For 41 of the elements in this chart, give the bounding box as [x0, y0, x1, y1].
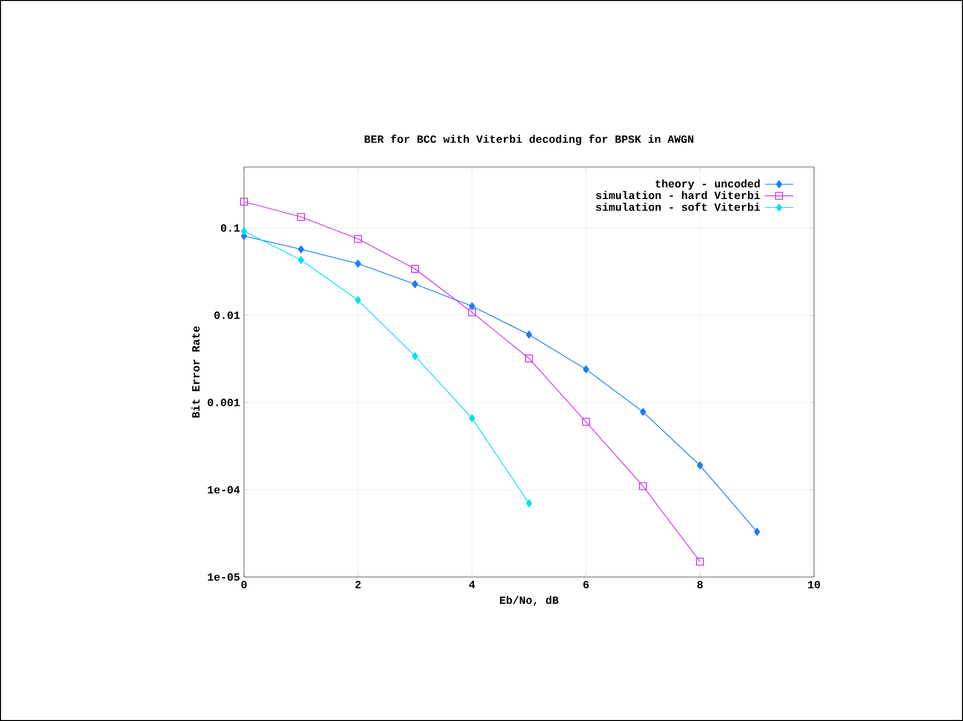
- point: [582, 365, 590, 374]
- chart-title: BER for BCC with Viterbi decoding for BPSK in AWGN: [364, 134, 694, 146]
- point: [240, 198, 248, 206]
- y-tick-label: 0.001: [208, 398, 240, 406]
- point: [354, 234, 362, 243]
- point: [412, 280, 418, 288]
- legend-label: theory - uncoded: [656, 179, 760, 190]
- x-tick-label: 6: [583, 580, 589, 588]
- point: [754, 528, 760, 536]
- y-axis-title: Bit Error Rate: [192, 326, 200, 418]
- point: [640, 408, 646, 416]
- x-tick-label: 4: [469, 580, 475, 588]
- legend-label: simulation - hard Viterbi: [596, 191, 760, 200]
- point: [639, 482, 647, 490]
- x-tick-label: 10: [808, 580, 820, 588]
- point: [411, 264, 419, 273]
- point: [354, 296, 362, 304]
- point: [298, 256, 304, 264]
- point: [526, 330, 532, 339]
- point: [526, 499, 532, 508]
- point: [240, 227, 248, 236]
- point: [354, 260, 362, 268]
- point: [412, 352, 418, 360]
- point: [468, 414, 476, 422]
- y-tick-label: 0.1: [220, 224, 240, 232]
- point: [298, 245, 304, 254]
- point: [696, 461, 704, 470]
- x-tick-label: 8: [697, 580, 703, 588]
- y-tick-label: 1e-05: [208, 573, 240, 581]
- x-tick-label: 2: [355, 580, 361, 588]
- point: [468, 302, 476, 310]
- y-tick-label: 0.01: [214, 312, 240, 319]
- x-tick-label: 0: [241, 580, 247, 588]
- y-tick-label: 1e-04: [208, 486, 240, 494]
- point: [696, 558, 704, 566]
- point: [525, 354, 533, 362]
- legend-label: simulation - soft Viterbi: [596, 202, 760, 211]
- point: [297, 212, 305, 221]
- point: [468, 308, 476, 316]
- point: [582, 418, 590, 426]
- x-axis-title: Eb/No, dB: [500, 596, 558, 606]
